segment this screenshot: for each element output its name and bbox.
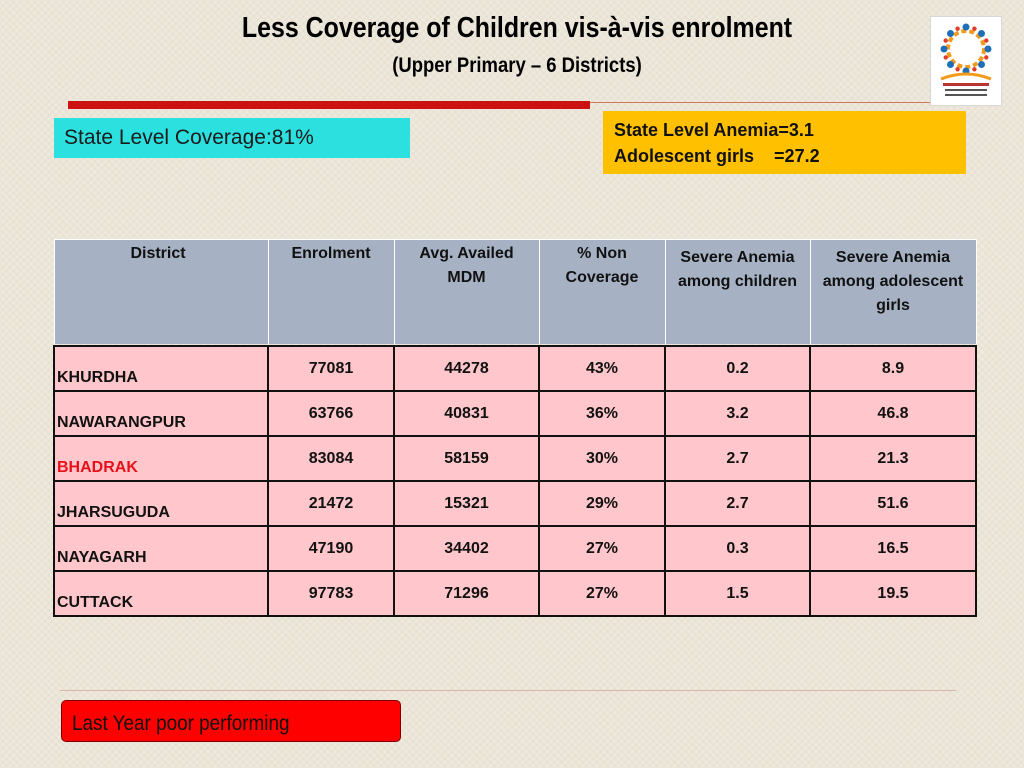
cell-enrolment: 83084: [267, 434, 395, 482]
cell-district: CUTTACK: [53, 569, 269, 617]
cell-anemia-children: 0.2: [664, 344, 811, 392]
cell-anemia-children: 3.2: [664, 389, 811, 437]
mid-day-meal-logo: [930, 16, 1002, 106]
cell-non-coverage: 27%: [538, 524, 666, 572]
header-enrolment: Enrolment: [267, 239, 395, 344]
state-anemia-line: State Level Anemia=3.1: [614, 120, 814, 140]
cell-enrolment: 21472: [267, 479, 395, 527]
cell-enrolment: 77081: [267, 344, 395, 392]
district-table: District Enrolment Avg. Availed MDM % No…: [53, 239, 977, 617]
cell-anemia-children: 1.5: [664, 569, 811, 617]
cell-enrolment: 97783: [267, 569, 395, 617]
adolescent-anemia-line: Adolescent girls =27.2: [614, 146, 820, 166]
state-coverage-box: State Level Coverage:81%: [54, 118, 410, 158]
cell-district: KHURDHA: [53, 344, 269, 392]
cell-avg-mdm: 44278: [393, 344, 540, 392]
poor-performing-label: Last Year poor performing: [72, 712, 290, 735]
header-avg-mdm: Avg. Availed MDM: [393, 239, 540, 344]
cell-anemia-children: 2.7: [664, 479, 811, 527]
cell-anemia-children: 0.3: [664, 524, 811, 572]
cell-anemia-girls: 51.6: [809, 479, 977, 527]
table-row: BHADRAK 83084 58159 30% 2.7 21.3: [53, 434, 977, 482]
cell-avg-mdm: 71296: [393, 569, 540, 617]
cell-anemia-girls: 16.5: [809, 524, 977, 572]
cell-non-coverage: 27%: [538, 569, 666, 617]
title-rule-thin: [590, 102, 930, 103]
table-row: NAWARANGPUR 63766 40831 36% 3.2 46.8: [53, 389, 977, 437]
header-anemia-children: Severe Anemia among children: [664, 239, 811, 344]
cell-non-coverage: 30%: [538, 434, 666, 482]
state-anemia-box: State Level Anemia=3.1 Adolescent girls …: [603, 111, 966, 174]
cell-non-coverage: 36%: [538, 389, 666, 437]
header-district: District: [53, 239, 269, 344]
table-row: CUTTACK 97783 71296 27% 1.5 19.5: [53, 569, 977, 617]
cell-anemia-girls: 46.8: [809, 389, 977, 437]
cell-anemia-girls: 8.9: [809, 344, 977, 392]
footer-rule: [60, 690, 956, 691]
cell-enrolment: 63766: [267, 389, 395, 437]
table-row: KHURDHA 77081 44278 43% 0.2 8.9: [53, 344, 977, 392]
cell-district: NAWARANGPUR: [53, 389, 269, 437]
slide-title: Less Coverage of Children vis-à-vis enro…: [241, 12, 793, 44]
table-row: NAYAGARH 47190 34402 27% 0.3 16.5: [53, 524, 977, 572]
table-header-row: District Enrolment Avg. Availed MDM % No…: [53, 239, 977, 344]
poor-performing-legend: Last Year poor performing: [61, 700, 401, 742]
cell-anemia-children: 2.7: [664, 434, 811, 482]
cell-district: JHARSUGUDA: [53, 479, 269, 527]
cell-avg-mdm: 40831: [393, 389, 540, 437]
cell-non-coverage: 43%: [538, 344, 666, 392]
cell-enrolment: 47190: [267, 524, 395, 572]
cell-anemia-girls: 21.3: [809, 434, 977, 482]
cell-district: NAYAGARH: [53, 524, 269, 572]
table-row: JHARSUGUDA 21472 15321 29% 2.7 51.6: [53, 479, 977, 527]
cell-avg-mdm: 58159: [393, 434, 540, 482]
logo-graphic-icon: [940, 23, 992, 96]
cell-avg-mdm: 34402: [393, 524, 540, 572]
header-non-coverage: % Non Coverage: [538, 239, 666, 344]
title-rule: [68, 101, 590, 109]
cell-avg-mdm: 15321: [393, 479, 540, 527]
cell-non-coverage: 29%: [538, 479, 666, 527]
cell-district-highlighted: BHADRAK: [53, 434, 269, 482]
slide-subtitle: (Upper Primary – 6 Districts): [392, 54, 642, 77]
cell-anemia-girls: 19.5: [809, 569, 977, 617]
header-anemia-girls: Severe Anemia among adolescent girls: [809, 239, 977, 344]
